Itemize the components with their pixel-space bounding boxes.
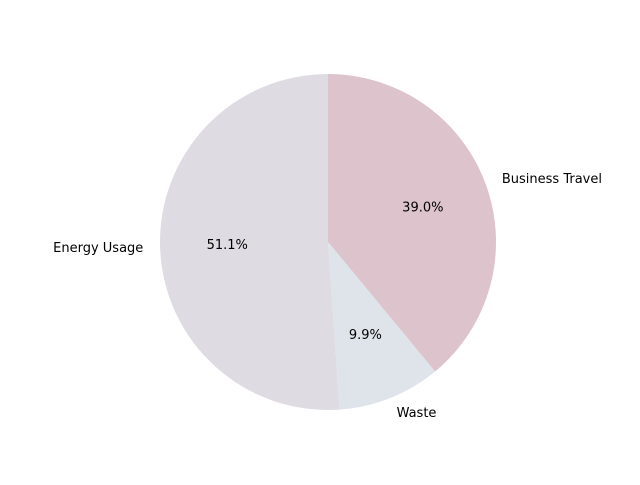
pie-slice-waste (328, 242, 436, 410)
slices-layer (160, 74, 496, 410)
pie-percent-label-business-travel: 39.0% (402, 200, 443, 215)
pie-percent-label-waste: 9.9% (349, 328, 382, 343)
pie-category-label-energy-usage: Energy Usage (53, 241, 143, 256)
pie-slice-energy-usage (160, 74, 340, 410)
pie-category-label-business-travel: Business Travel (502, 172, 602, 187)
pie-category-label-waste: Waste (397, 406, 437, 421)
pie-percent-label-energy-usage: 51.1% (207, 238, 248, 253)
labels-layer: 39.0% Business Travel 9.9% Waste 51.1% Energy… (53, 172, 602, 421)
pie-slice-business-travel (328, 74, 496, 372)
